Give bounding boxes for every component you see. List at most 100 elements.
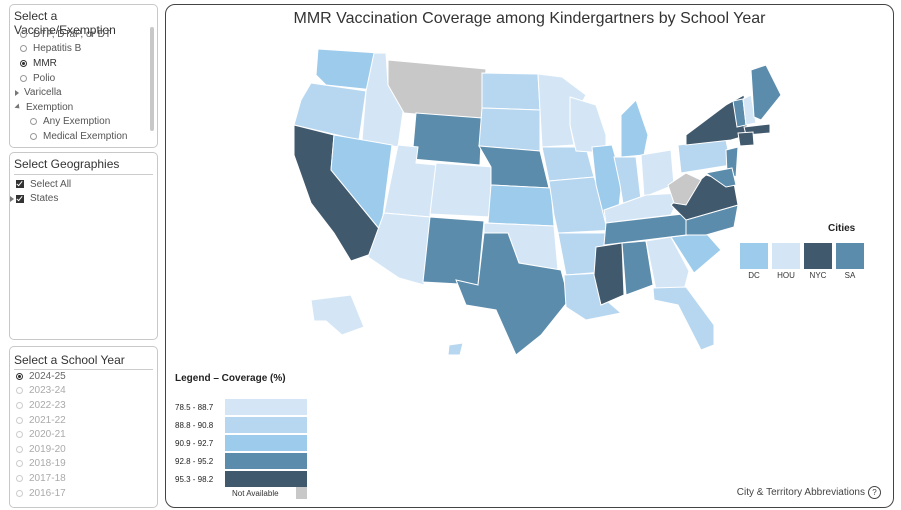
state-or[interactable] — [293, 82, 367, 141]
school-year-option[interactable]: 2021-22 — [16, 413, 143, 428]
state-nd[interactable] — [481, 72, 541, 111]
city-code-label: SA — [844, 271, 856, 280]
state-ks[interactable] — [487, 184, 555, 227]
state-mt[interactable] — [387, 59, 487, 121]
city-swatch-dc[interactable] — [740, 243, 768, 269]
radio-button-icon[interactable] — [16, 474, 23, 482]
vaccine-option[interactable]: Medical Exemption — [20, 129, 143, 144]
vaccine-option-label: Polio — [33, 72, 56, 84]
states-checkbox[interactable] — [16, 194, 24, 203]
radio-button-icon[interactable] — [30, 118, 37, 126]
collapse-caret-icon[interactable] — [14, 103, 22, 111]
school-year-option[interactable]: 2024-25 — [16, 369, 143, 384]
state-wy[interactable] — [411, 112, 483, 166]
state-tx[interactable] — [455, 232, 570, 356]
select-all-checkbox[interactable] — [16, 180, 24, 189]
radio-button-icon[interactable] — [16, 460, 23, 468]
state-mi[interactable] — [620, 99, 649, 158]
state-wv[interactable] — [667, 172, 702, 206]
legend-swatch — [225, 399, 307, 415]
state-oh[interactable] — [640, 149, 675, 198]
legend-title: Legend – Coverage (%) — [175, 373, 286, 384]
state-ak[interactable] — [310, 294, 365, 336]
school-year-option[interactable]: 2020-21 — [16, 427, 143, 442]
select-all-option[interactable]: Select All — [16, 177, 143, 192]
expand-caret-icon[interactable] — [15, 89, 19, 96]
legend-row: 95.3 - 98.2 — [175, 471, 307, 487]
not-available-label: Not Available — [232, 489, 279, 498]
city-swatch-sa[interactable] — [836, 243, 864, 269]
radio-button-icon[interactable] — [20, 59, 27, 67]
city-code-label: NYC — [809, 271, 827, 280]
radio-button-icon[interactable] — [16, 445, 23, 453]
state-nm[interactable] — [422, 216, 485, 286]
vaccine-option[interactable]: Exemption — [14, 100, 143, 115]
state-md[interactable] — [704, 167, 737, 188]
state-fl[interactable] — [652, 286, 715, 351]
school-year-option[interactable]: 2016-17 — [16, 486, 143, 501]
state-wa[interactable] — [315, 48, 380, 91]
state-ct[interactable] — [737, 131, 755, 147]
school-year-panel-title: Select a School Year — [14, 353, 125, 367]
legend-range-label: 90.9 - 92.7 — [175, 438, 214, 448]
school-year-option[interactable]: 2023-24 — [16, 384, 143, 399]
radio-button-icon[interactable] — [30, 132, 37, 140]
state-wi[interactable] — [569, 96, 607, 154]
school-year-option[interactable]: 2019-20 — [16, 442, 143, 457]
radio-button-icon[interactable] — [16, 416, 23, 424]
legend-range-label: 95.3 - 98.2 — [175, 474, 214, 484]
radio-button-icon[interactable] — [20, 74, 27, 82]
select-all-label: Select All — [30, 178, 72, 190]
school-year-option[interactable]: 2017-18 — [16, 471, 143, 486]
radio-button-icon[interactable] — [20, 30, 27, 38]
vaccine-option[interactable]: Any Exemption — [20, 115, 143, 130]
cities-title: Cities — [828, 223, 856, 234]
radio-button-icon[interactable] — [16, 431, 23, 439]
map-title: MMR Vaccination Coverage among Kindergar… — [293, 10, 766, 27]
vaccine-option-label: DTP, DTaP, or DT — [33, 28, 111, 40]
vaccine-option[interactable]: MMR — [20, 56, 143, 71]
help-icon[interactable]: ? — [868, 486, 881, 499]
vaccine-panel-title: Select a Vaccine/Exemption — [14, 9, 116, 37]
school-year-option[interactable]: 2018-19 — [16, 457, 143, 472]
geography-panel-title: Select Geographies — [14, 157, 120, 171]
vaccine-option[interactable]: Varicella — [15, 85, 143, 100]
states-option[interactable]: States — [10, 192, 143, 207]
vaccine-option[interactable]: Hepatitis B — [20, 42, 143, 57]
radio-button-icon[interactable] — [16, 372, 23, 380]
radio-button-icon[interactable] — [16, 489, 23, 497]
map-panel: MMR Vaccination Coverage among Kindergar… — [165, 4, 894, 508]
state-id[interactable] — [361, 52, 405, 148]
abbreviations-link-label: City & Territory Abbreviations — [736, 487, 865, 498]
state-sd[interactable] — [478, 107, 541, 152]
city-territory-abbreviations-link[interactable]: City & Territory Abbreviations ? — [737, 486, 881, 499]
city-code-label: DC — [748, 271, 760, 280]
school-year-label: 2023-24 — [29, 385, 66, 397]
radio-button-icon[interactable] — [16, 401, 23, 409]
state-me[interactable] — [750, 64, 782, 121]
us-map — [293, 48, 782, 356]
school-year-option[interactable]: 2022-23 — [16, 398, 143, 413]
state-nh[interactable] — [742, 94, 757, 126]
state-ga[interactable] — [645, 236, 690, 291]
city-swatch-hou[interactable] — [772, 243, 800, 269]
vaccine-option-label: Hepatitis B — [33, 43, 82, 55]
state-co[interactable] — [429, 162, 495, 218]
state-al[interactable] — [621, 240, 654, 296]
school-year-label: 2017-18 — [29, 472, 66, 484]
city-swatch-nyc[interactable] — [804, 243, 832, 269]
state-az[interactable] — [367, 212, 431, 286]
radio-button-icon[interactable] — [16, 387, 23, 395]
expand-states-icon[interactable] — [10, 195, 14, 202]
vaccine-option[interactable]: Polio — [20, 71, 143, 86]
state-ms[interactable] — [593, 242, 625, 306]
school-year-label: 2016-17 — [29, 487, 66, 499]
vaccine-scrollbar[interactable] — [150, 27, 154, 131]
school-year-label: 2022-23 — [29, 399, 66, 411]
state-hi[interactable] — [447, 342, 464, 356]
radio-button-icon[interactable] — [20, 45, 27, 53]
legend-range-label: 78.5 - 88.7 — [175, 402, 214, 412]
geography-panel: Select Geographies Select All States — [9, 152, 158, 340]
states-label: States — [30, 193, 59, 205]
vaccine-option[interactable]: DTP, DTaP, or DT — [20, 27, 143, 42]
